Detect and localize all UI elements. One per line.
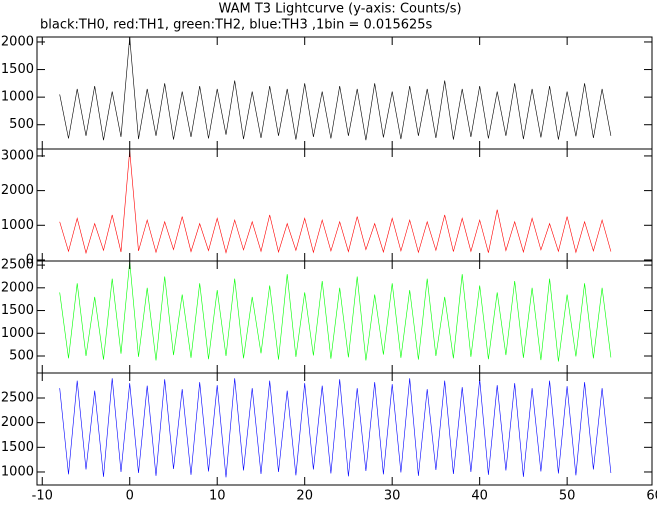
panel-frame [36, 148, 653, 262]
lightcurve [59, 37, 612, 141]
y-tick-label: 1500 [1, 62, 34, 77]
x-tick-label: 60 [646, 489, 657, 504]
x-tick-label: -10 [32, 489, 53, 504]
panel-frame [36, 260, 653, 374]
y-tick-label: 2500 [1, 258, 34, 273]
lightcurve [59, 261, 612, 362]
lightcurve [59, 150, 612, 255]
chart-title: WAM T3 Lightcurve (y-axis: Counts/s) [218, 2, 461, 17]
x-tick-label: 50 [559, 489, 576, 504]
chart-subtitle: black:TH0, red:TH1, green:TH2, blue:TH3 … [40, 18, 433, 33]
y-tick-label: 1500 [1, 440, 34, 455]
y-tick-label: 1000 [1, 218, 34, 233]
y-tick-label: 500 [9, 349, 34, 364]
x-tick-label: 10 [209, 489, 226, 504]
y-tick-label: 2000 [1, 280, 34, 295]
y-tick-label: 2000 [1, 34, 34, 49]
x-tick-label: 20 [296, 489, 313, 504]
y-tick-label: 500 [9, 117, 34, 132]
y-tick-label: 1000 [1, 326, 34, 341]
x-tick-label: 40 [471, 489, 488, 504]
panel-frame [36, 372, 653, 486]
y-tick-label: 1000 [1, 464, 34, 479]
x-tick-label: 0 [126, 489, 134, 504]
x-tick-label: 30 [384, 489, 401, 504]
y-tick-label: 1500 [1, 303, 34, 318]
y-tick-label: 3000 [1, 148, 34, 163]
y-tick-label: 1000 [1, 90, 34, 105]
lightcurve [59, 378, 612, 478]
y-tick-label: 0 [26, 252, 34, 267]
y-tick-label: 2000 [1, 183, 34, 198]
y-tick-label: 2500 [1, 391, 34, 406]
y-tick-label: 2000 [1, 415, 34, 430]
